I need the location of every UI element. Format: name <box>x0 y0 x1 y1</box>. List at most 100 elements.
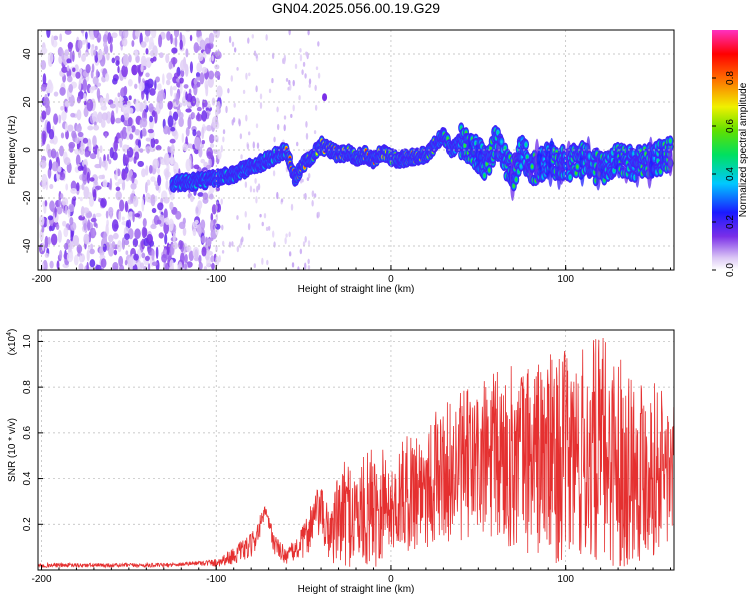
noise-blob <box>114 182 120 187</box>
noise-blob <box>210 255 215 263</box>
noise-blob <box>150 137 156 149</box>
noise-blob <box>86 171 90 184</box>
noise-blob <box>302 241 306 247</box>
noise-blob <box>103 97 107 108</box>
noise-blob <box>60 132 65 139</box>
noise-blob <box>256 185 259 193</box>
noise-blob <box>134 83 138 89</box>
noise-blob <box>158 232 164 239</box>
noise-blob <box>183 84 189 89</box>
noise-blob <box>81 183 85 191</box>
noise-blob <box>126 144 130 149</box>
noise-blob <box>115 117 122 124</box>
noise-blob <box>180 69 185 78</box>
noise-blob <box>42 73 47 86</box>
noise-blob <box>65 129 69 140</box>
noise-blob <box>231 241 234 247</box>
noise-blob <box>115 60 120 67</box>
noise-blob <box>57 229 62 243</box>
noise-blob <box>77 131 84 138</box>
noise-blob <box>59 33 63 42</box>
noise-blob <box>214 64 220 70</box>
noise-blob <box>203 266 207 270</box>
noise-blob <box>66 65 70 72</box>
noise-blob <box>102 179 108 188</box>
noise-blob <box>63 227 69 238</box>
noise-blob <box>135 99 141 112</box>
noise-blob <box>94 180 98 186</box>
noise-blob <box>248 72 251 77</box>
noise-blob <box>283 54 287 63</box>
noise-blob <box>126 146 134 158</box>
noise-blob <box>252 141 255 149</box>
noise-blob <box>172 111 179 122</box>
noise-blob <box>188 250 194 262</box>
noise-blob <box>127 78 133 87</box>
noise-blob <box>97 111 103 124</box>
noise-blob <box>157 202 164 211</box>
noise-blob <box>191 112 196 119</box>
noise-blob <box>88 192 93 200</box>
noise-blob <box>314 104 318 111</box>
noise-blob <box>73 254 79 266</box>
noise-blob <box>251 34 254 39</box>
noise-blob <box>89 30 94 40</box>
noise-blob <box>288 30 291 36</box>
noise-blob <box>317 72 321 79</box>
noise-blob <box>209 133 215 144</box>
noise-blob <box>100 119 106 128</box>
noise-blob <box>61 201 67 206</box>
noise-blob <box>94 185 102 190</box>
noise-blob <box>178 112 184 119</box>
noise-blob <box>266 259 269 266</box>
noise-blob <box>162 92 166 100</box>
noise-blob <box>155 76 160 83</box>
noise-blob <box>121 237 126 250</box>
noise-blob <box>159 52 164 59</box>
noise-blob <box>58 171 66 181</box>
noise-blob <box>186 261 193 268</box>
noise-blob <box>113 139 118 152</box>
noise-blob <box>83 164 87 176</box>
noise-blob <box>166 72 173 81</box>
noise-blob <box>185 30 191 33</box>
noise-blob <box>196 30 201 38</box>
noise-blob <box>101 112 109 121</box>
noise-blob <box>67 242 72 253</box>
noise-blob <box>118 96 124 102</box>
noise-blob <box>134 213 141 218</box>
noise-blob <box>149 115 154 123</box>
noise-blob <box>109 42 113 53</box>
noise-blob <box>303 193 306 198</box>
noise-blob <box>102 34 108 44</box>
figure-title: GN04.2025.056.00.19.G29 <box>272 0 440 16</box>
noise-blob <box>78 79 82 91</box>
noise-blob <box>95 264 102 270</box>
noise-blob <box>93 188 97 202</box>
noise-blob <box>261 221 264 227</box>
noise-blob <box>162 73 165 85</box>
noise-blob <box>125 125 133 135</box>
noise-blob <box>280 198 284 203</box>
noise-blob <box>192 228 197 237</box>
noise-blob <box>305 121 308 128</box>
noise-blob <box>178 221 186 230</box>
noise-blob <box>206 147 214 160</box>
noise-blob <box>97 49 103 61</box>
noise-blob <box>87 125 94 131</box>
noise-blob <box>144 255 150 262</box>
noise-blob <box>109 103 116 109</box>
noise-blob <box>198 146 203 158</box>
noise-blob <box>182 143 189 152</box>
noise-blob <box>216 105 220 113</box>
noise-blob <box>151 261 158 266</box>
noise-blob <box>127 116 133 127</box>
noise-blob <box>118 210 122 223</box>
noise-blob <box>307 265 311 270</box>
noise-blob <box>89 177 95 182</box>
noise-blob <box>119 140 123 148</box>
noise-blob <box>190 95 197 107</box>
noise-blob <box>218 254 221 263</box>
ridge-blob <box>504 146 507 150</box>
